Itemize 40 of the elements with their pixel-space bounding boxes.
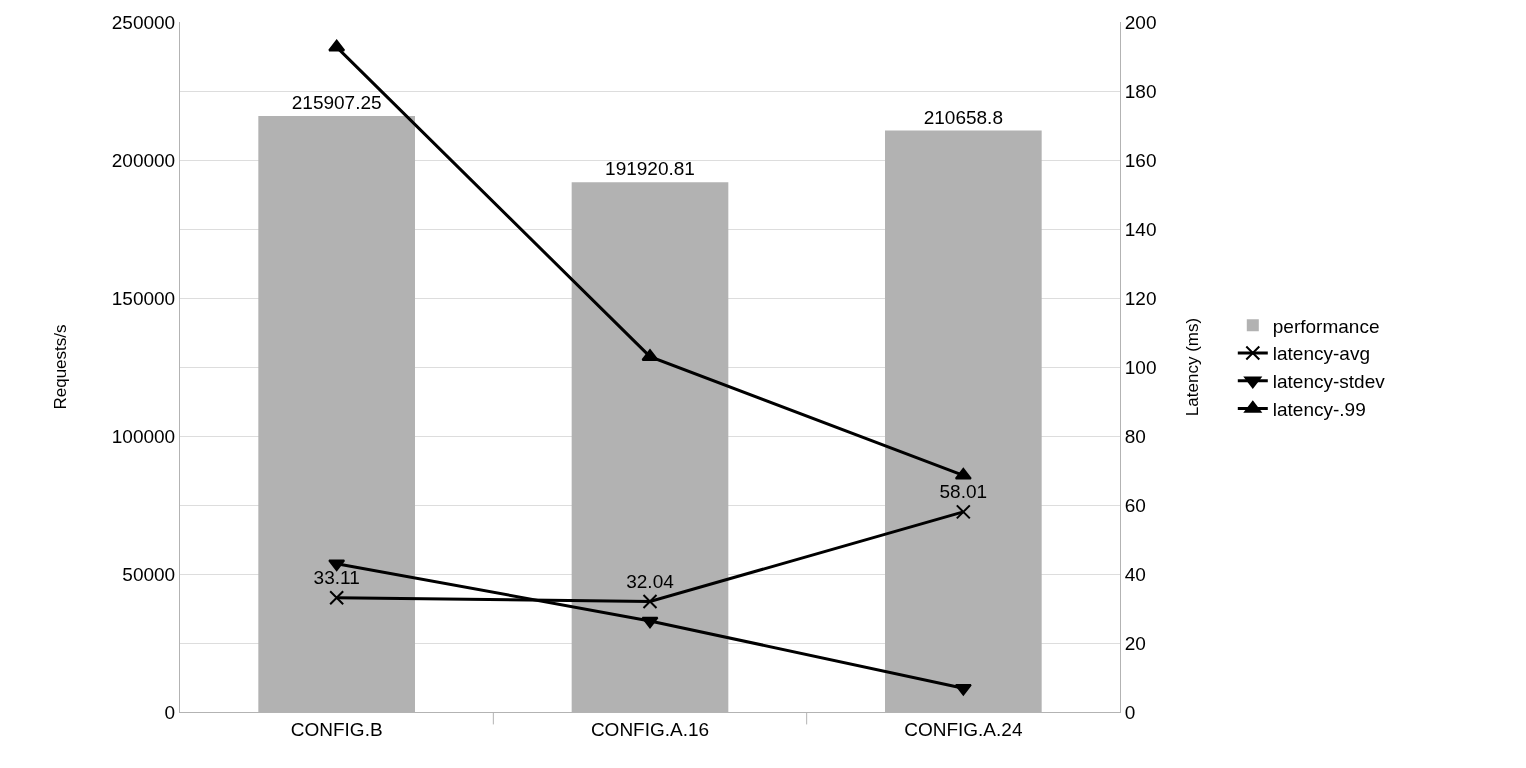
- point: [954, 683, 972, 696]
- y2-tick-label: 80: [1124, 425, 1146, 447]
- y2-axis-title: Latency (ms): [1182, 317, 1202, 417]
- y-tick-label: 100000: [111, 425, 176, 447]
- y2-tick-label: 180: [1124, 80, 1157, 102]
- data-label: 33.11: [313, 566, 360, 588]
- y2-tick-label: 100: [1124, 356, 1157, 378]
- point: [329, 590, 345, 606]
- y-tick-label: 150000: [111, 287, 176, 309]
- legend-label: latency-stdev: [1272, 371, 1386, 393]
- y-tick-label: 0: [164, 701, 176, 723]
- legend-label: latency-.99: [1272, 398, 1366, 420]
- y2-tick-label: 0: [1124, 701, 1136, 723]
- data-label: 191920.81: [605, 158, 695, 180]
- point: [328, 39, 346, 52]
- x-tick-label: CONFIG.A.16: [590, 718, 710, 740]
- data-label: 58.01: [939, 480, 988, 502]
- y2-tick-label: 60: [1124, 494, 1146, 516]
- data-label: 215907.25: [291, 92, 382, 114]
- point: [328, 559, 346, 572]
- point: [642, 593, 658, 609]
- y-tick-label: 250000: [111, 11, 176, 33]
- y2-tick-label: 140: [1124, 218, 1157, 240]
- y2-tick-label: 160: [1124, 149, 1157, 171]
- data-label: 210658.8: [923, 106, 1003, 128]
- x-tick-label: CONFIG.B: [290, 718, 383, 740]
- x-tick-label: CONFIG.A.24: [904, 718, 1023, 740]
- y2-tick-label: 120: [1124, 287, 1157, 309]
- y2-tick-label: 40: [1124, 563, 1146, 585]
- y2-tick-label: 200: [1124, 11, 1157, 33]
- y-tick-label: 50000: [122, 563, 176, 585]
- data-label: 32.04: [626, 570, 675, 592]
- legend-label: performance: [1272, 315, 1380, 337]
- point: [954, 467, 972, 480]
- legend-label: latency-avg: [1272, 343, 1370, 365]
- y2-tick-label: 20: [1124, 632, 1146, 654]
- y-axis-title: Requests/s: [51, 324, 71, 410]
- point: [641, 616, 659, 629]
- point: [955, 504, 971, 520]
- y-tick-label: 200000: [111, 149, 176, 171]
